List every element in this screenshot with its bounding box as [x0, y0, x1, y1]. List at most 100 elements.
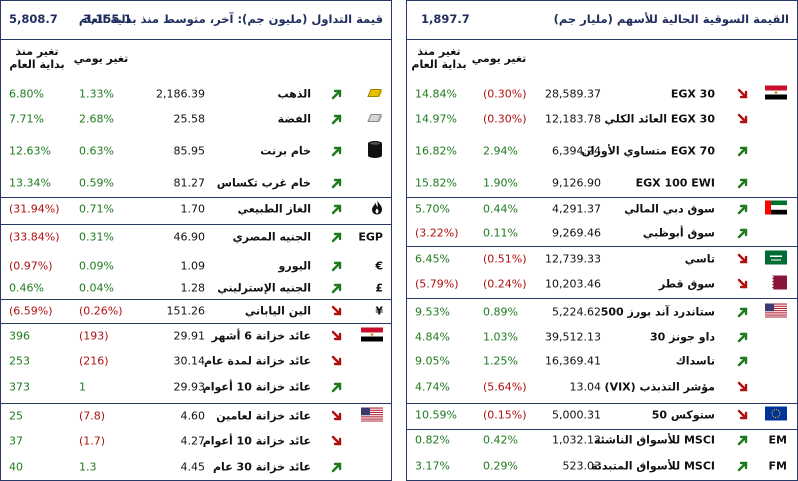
- ytd-change-header: تغير منذ بداية العام: [9, 45, 65, 71]
- table-row: 3.17% 0.29% 523.03 MSCI للأسواق المتبدئة FM: [407, 455, 797, 477]
- instrument-name: EGX 30 العائد الكلي: [604, 112, 715, 126]
- instrument-symbol: FM: [768, 459, 787, 473]
- daily-change: 1.03%: [483, 330, 518, 344]
- arrow-down-icon: [737, 409, 749, 421]
- last-value: 1.28: [180, 281, 206, 295]
- table-row: 5.70% 0.44% 4,291.37 سوق دبي المالي: [407, 198, 797, 220]
- daily-change: 0.89%: [483, 305, 518, 319]
- instrument-name: داو جونز 30: [649, 330, 715, 344]
- ytd-change: 6.80%: [9, 87, 44, 101]
- last-value: 10,203.46: [545, 277, 601, 291]
- daily-change: (0.15%): [483, 408, 527, 422]
- instrument-name: عائد خزانة 30 عام: [213, 460, 311, 474]
- instrument-name: ستاندرد آند بورز 500: [600, 305, 715, 319]
- indices-panel: 1,897.7 القيمة السوقية الحالية للأسهم (م…: [406, 0, 798, 481]
- last-value: 1,032.12: [552, 433, 601, 447]
- usa-flag-icon: [361, 407, 383, 425]
- instrument-name: عائد خزانة 10 أعوام: [202, 380, 311, 394]
- arrow-up-icon: [331, 231, 343, 243]
- arrow-up-icon: [737, 177, 749, 189]
- arrow-up-icon: [331, 113, 343, 125]
- instrument-symbol: €: [375, 259, 383, 273]
- instrument-name: الجنيه الإسترليني: [217, 281, 311, 295]
- table-row: (3.22%) 0.11% 9,269.46 سوق أبوظبي: [407, 222, 797, 244]
- eu-flag-icon: [765, 406, 787, 424]
- arrow-up-icon: [737, 460, 749, 472]
- ytd-change: 14.84%: [415, 87, 457, 101]
- last-value: 1.70: [180, 202, 206, 216]
- arrow-down-icon: [331, 305, 343, 317]
- arrow-down-icon: [331, 410, 343, 422]
- ytd-change: 14.97%: [415, 112, 457, 126]
- ytd-change: 7.71%: [9, 112, 44, 126]
- table-row: 13.34% 0.59% 81.27 خام غرب تكساس: [1, 172, 391, 194]
- instrument-name: الغاز الطبيعي: [237, 202, 311, 216]
- arrow-down-icon: [331, 355, 343, 367]
- instrument-name: خام غرب تكساس: [216, 176, 311, 190]
- group-divider: [1, 403, 391, 404]
- daily-change: (0.26%): [79, 304, 123, 318]
- instrument-name: سوق دبي المالي: [624, 202, 715, 216]
- egypt-flag-icon: [361, 327, 383, 345]
- table-row: (31.94%) 0.71% 1.70 الغاز الطبيعي: [1, 198, 391, 220]
- ytd-change: (33.84%): [9, 230, 60, 244]
- daily-change: (1.7): [79, 434, 106, 448]
- instrument-name: ستوكس 50: [651, 408, 715, 422]
- table-row: 373 1 29.93 عائد خزانة 10 أعوام: [1, 376, 391, 398]
- instrument-name: ناسداك: [675, 354, 715, 368]
- ytd-change: 5.70%: [415, 202, 450, 216]
- last-value: 12,739.33: [545, 252, 601, 266]
- arrow-up-icon: [331, 282, 343, 294]
- silver-icon: [365, 112, 383, 127]
- egypt-flag-icon: [765, 85, 787, 103]
- daily-change: 0.42%: [483, 433, 518, 447]
- arrow-up-icon: [331, 88, 343, 100]
- table-row: 40 1.3 4.45 عائد خزانة 30 عام: [1, 456, 391, 478]
- instrument-name: عائد خزانة لعامين: [216, 409, 311, 423]
- instrument-symbol: EM: [768, 433, 787, 447]
- last-value: 6,394.24: [552, 144, 601, 158]
- ytd-change: 396: [9, 329, 30, 343]
- group-divider: [407, 403, 797, 404]
- arrow-up-icon: [331, 203, 343, 215]
- last-value: 25.58: [173, 112, 206, 126]
- table-row: (0.97%) 0.09% 1.09 اليورو €: [1, 255, 391, 277]
- arrow-down-icon: [737, 113, 749, 125]
- ytd-change: 0.46%: [9, 281, 44, 295]
- usa-flag-icon: [765, 303, 787, 321]
- ytd-change: (0.97%): [9, 259, 53, 273]
- ytd-change-header: تغير منذ بداية العام: [411, 45, 467, 71]
- arrow-up-icon: [737, 203, 749, 215]
- ytd-change: 12.63%: [9, 144, 51, 158]
- daily-change: (193): [79, 329, 109, 343]
- market-cap-header: 1,897.7 القيمة السوقية الحالية للأسهم (م…: [407, 1, 797, 40]
- daily-change: 1.33%: [79, 87, 114, 101]
- arrow-up-icon: [331, 145, 343, 157]
- table-row: (6.59%) (0.26%) 151.26 الين الياباني ¥: [1, 300, 391, 322]
- group-divider: [407, 246, 797, 247]
- group-divider: [407, 429, 797, 430]
- last-value: 46.90: [173, 230, 206, 244]
- arrow-up-icon: [737, 227, 749, 239]
- last-value: 81.27: [173, 176, 206, 190]
- daily-change: 0.04%: [79, 281, 114, 295]
- arrow-down-icon: [737, 253, 749, 265]
- group-divider: [1, 197, 391, 198]
- trading-value-header: 5,808.7 3,155.1 قيمة التداول (مليون جم):…: [1, 1, 391, 40]
- table-row: 14.84% (0.30%) 28,589.37 EGX 30: [407, 83, 797, 105]
- trading-average-value: 5,808.7: [9, 12, 58, 26]
- instrument-name: مؤشر التذبذب (VIX): [604, 380, 715, 394]
- daily-change: (0.30%): [483, 112, 527, 126]
- ytd-change: 4.74%: [415, 380, 450, 394]
- instrument-name: سوق أبوظبي: [642, 226, 715, 240]
- market-cap-title: القيمة السوقية الحالية للأسهم (مليار جم): [553, 12, 789, 26]
- instrument-name: MSCI للأسواق الناشئة: [593, 433, 715, 447]
- table-row: 16.82% 2.94% 6,394.24 EGX 70 متساوي الأوزان: [407, 140, 797, 162]
- table-row: 6.45% (0.51%) 12,739.33 تاسي: [407, 248, 797, 270]
- daily-change: 0.11%: [483, 226, 518, 240]
- instrument-name: EGX 70 متساوي الأوزان: [581, 144, 715, 158]
- daily-change: 0.09%: [79, 259, 114, 273]
- arrow-down-icon: [331, 435, 343, 447]
- daily-change: 2.68%: [79, 112, 114, 126]
- last-value: 4,291.37: [552, 202, 601, 216]
